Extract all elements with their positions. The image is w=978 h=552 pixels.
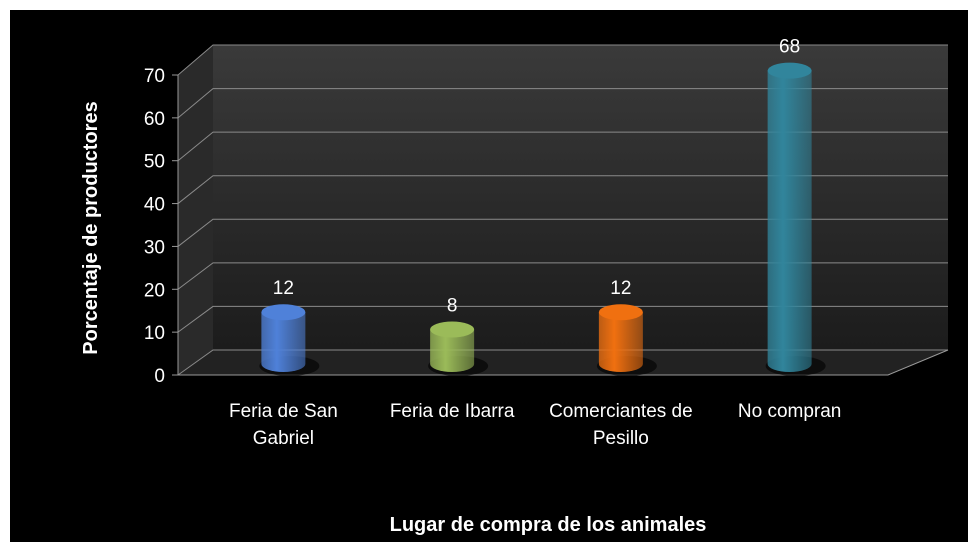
- y-tick-label: 30: [144, 237, 165, 258]
- value-label: 12: [273, 278, 294, 299]
- y-tick-label: 50: [144, 152, 165, 173]
- y-tick-label: 60: [144, 109, 165, 130]
- y-tick-label: 0: [154, 366, 165, 387]
- back-wall: [213, 45, 948, 350]
- bar-cap: [598, 304, 643, 321]
- grid-line: [177, 175, 948, 204]
- grid-line: [177, 131, 948, 162]
- bar-cap: [261, 304, 306, 321]
- floor: [178, 350, 948, 375]
- value-label: 12: [610, 278, 631, 299]
- y-tick-label: 20: [144, 280, 165, 301]
- y-tick-label: 10: [144, 323, 165, 344]
- value-label: 8: [447, 295, 458, 316]
- x-tick-label: Comerciantes de Pesillo: [549, 401, 693, 449]
- x-tick-label: Feria de San Gabriel: [228, 401, 338, 449]
- grid-line: [177, 44, 948, 76]
- bar-cap: [430, 321, 475, 338]
- x-tick-label: Feria de Ibarra: [389, 401, 515, 422]
- y-tick-label: 40: [144, 195, 165, 216]
- grid-line: [177, 218, 948, 247]
- y-axis-title: Porcentaje de productores: [80, 101, 102, 354]
- grid-line: [177, 262, 948, 290]
- bar: [261, 312, 306, 372]
- grid-line: [177, 88, 948, 119]
- x-tick-label: No compran: [737, 401, 842, 422]
- side-wall: [178, 45, 213, 375]
- bar: [430, 329, 475, 372]
- bar: [767, 70, 812, 372]
- y-tick-label: 70: [144, 66, 165, 87]
- x-axis: [178, 349, 949, 376]
- bar-cap: [767, 62, 812, 79]
- grid-line: [177, 305, 948, 333]
- value-label: 68: [779, 37, 800, 58]
- bar: [598, 312, 643, 372]
- x-axis-title: Lugar de compra de los animales: [390, 514, 707, 536]
- grid-line: [177, 349, 948, 376]
